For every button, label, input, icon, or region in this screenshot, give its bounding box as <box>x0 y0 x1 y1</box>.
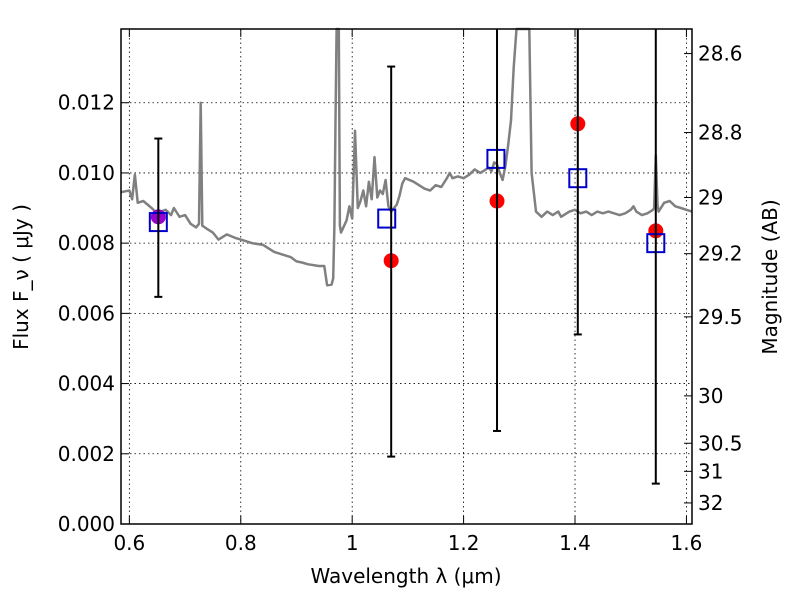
right-axis-label: Magnitude (AB) <box>758 199 782 354</box>
y-axis-label: Flux F_ν ( μJy ) <box>9 204 33 350</box>
grid <box>121 29 692 525</box>
x-tick-label-0: 0.6 <box>113 531 145 555</box>
y-tick-label-3: 0.006 <box>58 301 115 325</box>
right-tick-label-0: 28.6 <box>698 42 743 66</box>
right-tick-label-1: 28.8 <box>698 121 743 145</box>
model-spectrum <box>120 27 693 287</box>
right-tick-label-5: 30 <box>698 384 723 408</box>
y-axis-ticks: 0.000 0.002 0.004 0.006 0.008 0.010 0.012 <box>58 91 129 536</box>
right-tick-label-4: 29.5 <box>698 305 743 329</box>
right-axis-ticks: 28.6 28.8 29 29.2 29.5 30 30.5 31 32 <box>684 42 743 515</box>
x-tick-label-2: 1 <box>346 531 359 555</box>
right-tick-label-8: 32 <box>698 491 723 515</box>
y-tick-label-0: 0.000 <box>58 512 115 536</box>
x-tick-label-4: 1.4 <box>559 531 591 555</box>
y-tick-label-4: 0.008 <box>58 231 115 255</box>
model-square-2 <box>486 148 506 169</box>
right-tick-label-3: 29.2 <box>698 242 743 266</box>
x-tick-label-1: 0.8 <box>225 531 257 555</box>
y-tick-label-5: 0.010 <box>58 161 115 185</box>
y-tick-label-6: 0.012 <box>58 91 115 115</box>
x-axis-label: Wavelength λ (μm) <box>310 564 501 588</box>
right-tick-label-7: 31 <box>698 459 723 483</box>
plot-frame <box>120 28 693 525</box>
y-axis-title: Flux F_ν ( μJy ) <box>9 204 33 350</box>
right-tick-label-2: 29 <box>698 186 723 210</box>
model-spectrum-line <box>120 27 693 287</box>
right-tick-label-6: 30.5 <box>698 431 743 455</box>
x-tick-label-5: 1.6 <box>671 531 703 555</box>
model-photometry-squares <box>148 148 666 254</box>
model-square-1 <box>377 208 397 229</box>
x-tick-label-3: 1.2 <box>448 531 480 555</box>
right-axis-title: Magnitude (AB) <box>758 199 782 354</box>
y-tick-label-1: 0.002 <box>58 442 115 466</box>
x-axis-title: Wavelength λ (μm) <box>310 564 501 588</box>
x-axis-ticks: 0.6 0.8 1 1.2 1.4 1.6 <box>113 29 702 555</box>
y-tick-label-2: 0.004 <box>58 372 115 396</box>
error-bars <box>154 29 660 485</box>
photometry-points <box>150 116 664 269</box>
